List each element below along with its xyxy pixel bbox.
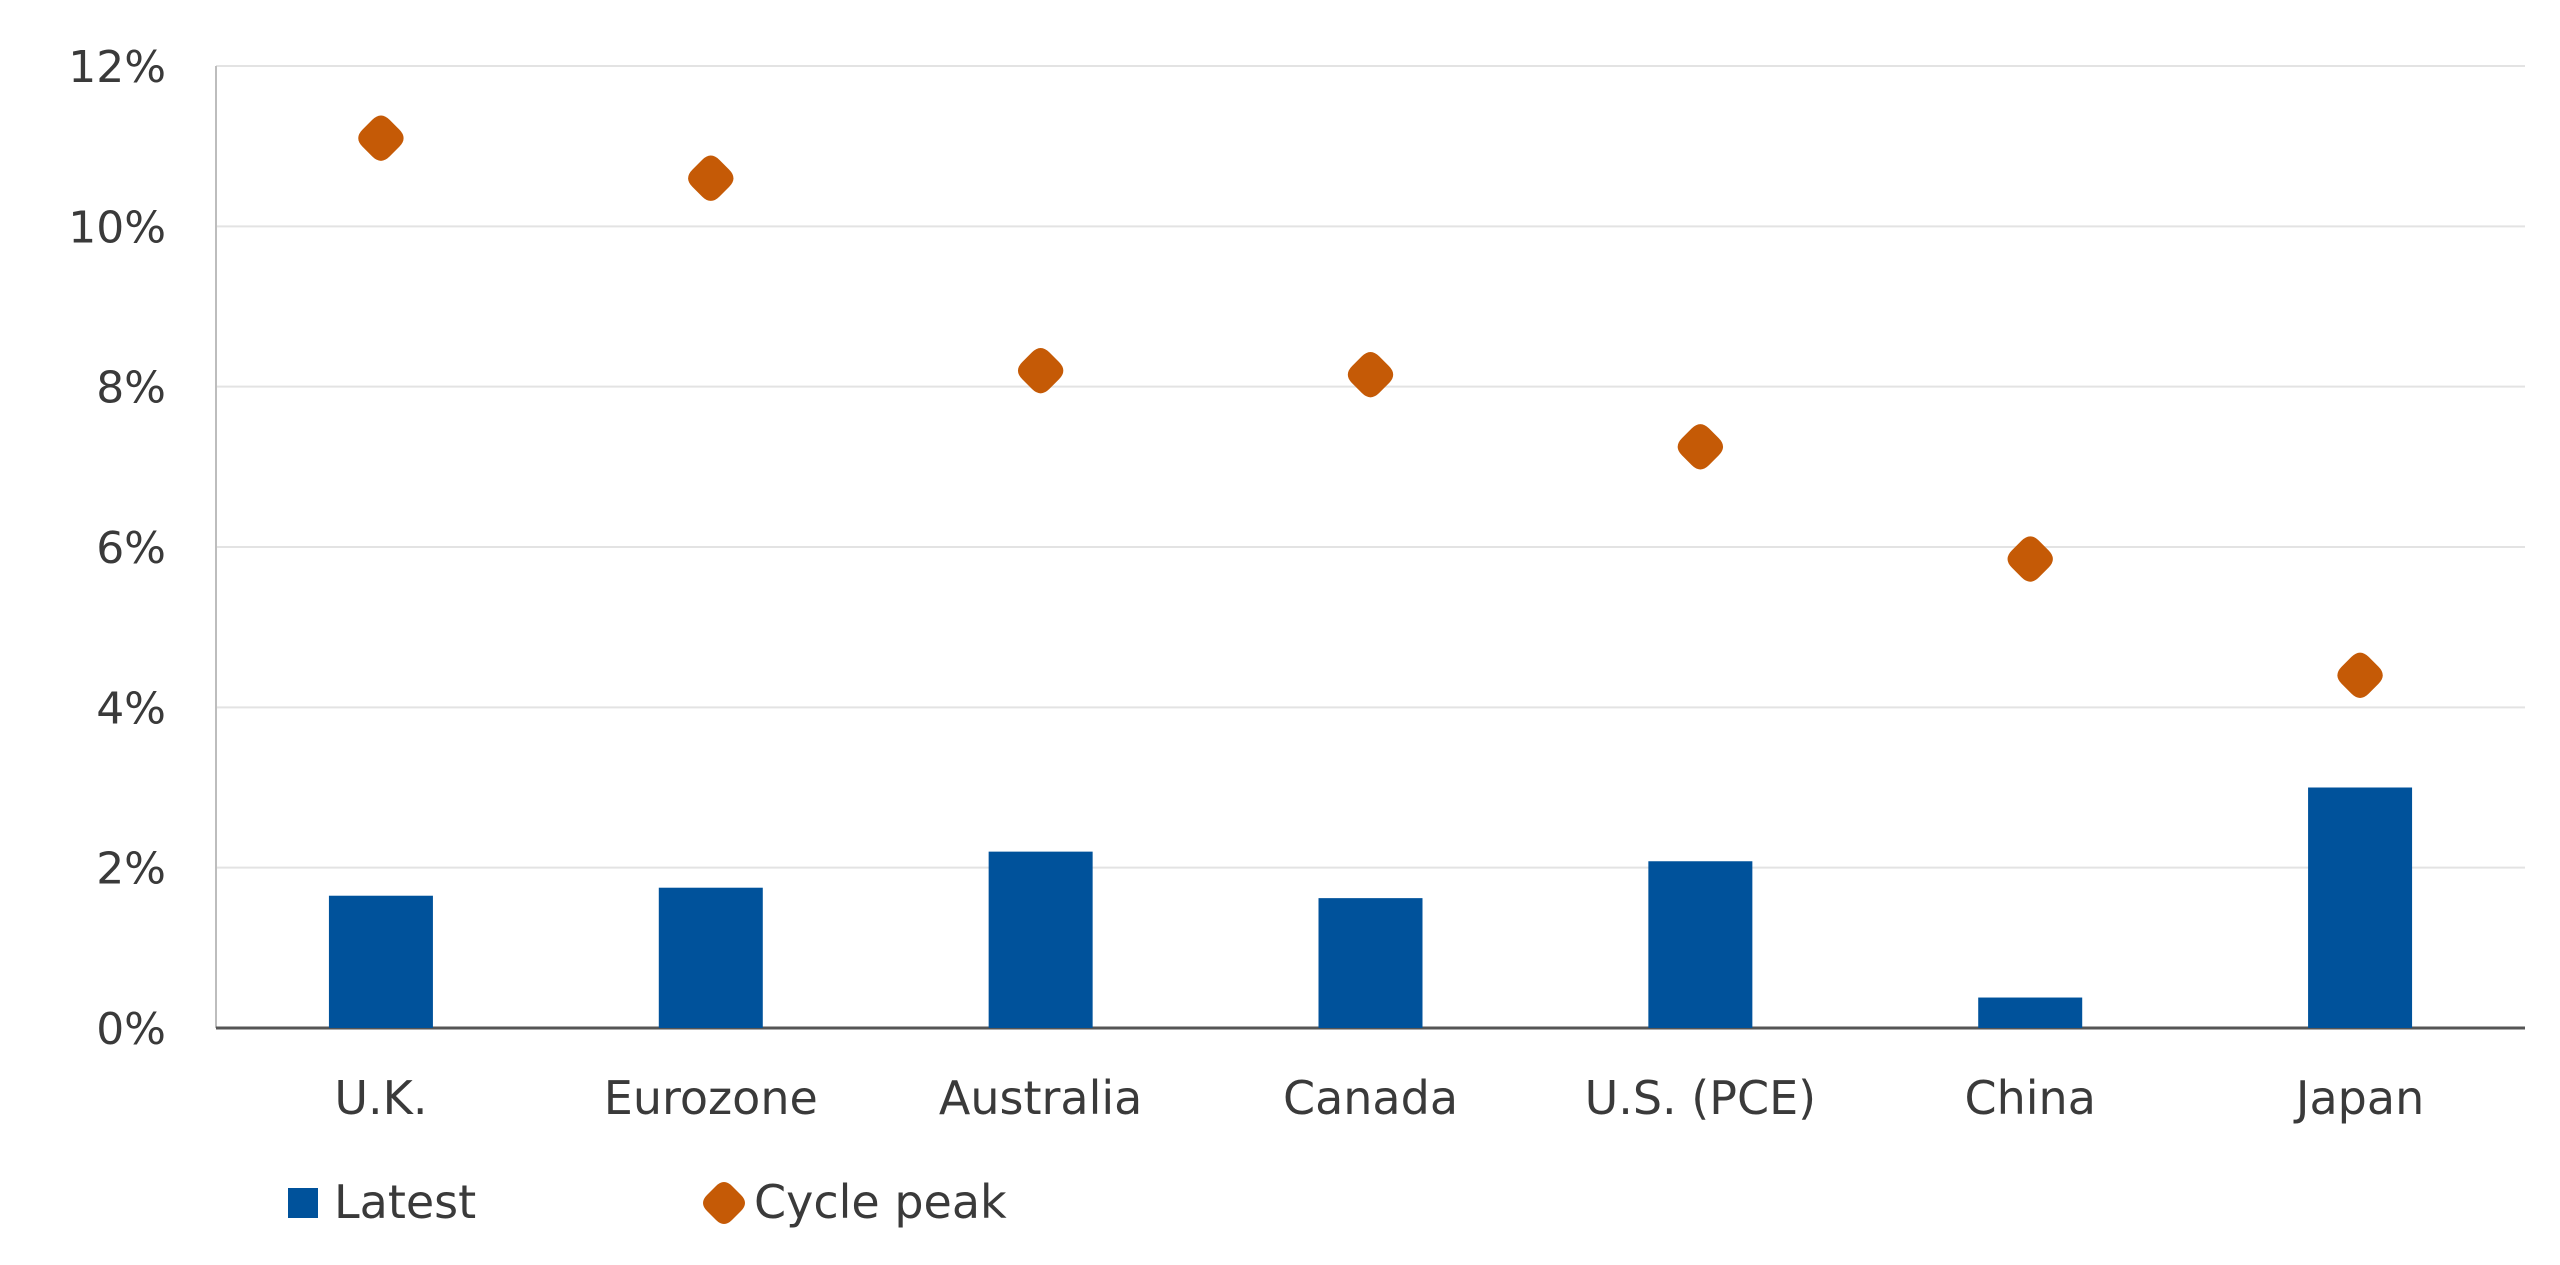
y-tick-label: 2% <box>96 844 166 895</box>
y-axis-tick-labels: 0% 2% 4% 6% 8% 10% 12% <box>68 42 166 1055</box>
legend: Latest Cycle peak <box>288 1175 1007 1229</box>
bar-latest-1 <box>658 887 763 1028</box>
y-tick-label: 8% <box>96 363 166 414</box>
legend-latest-swatch <box>288 1188 318 1218</box>
legend-cycle-peak-swatch <box>703 1182 745 1224</box>
x-category-label: Japan <box>2293 1071 2424 1125</box>
x-category-label: U.K. <box>334 1071 427 1125</box>
marker-cycle-peak-5 <box>2007 536 2053 582</box>
marker-cycle-peak-0 <box>358 115 404 161</box>
latest-bars <box>328 787 2413 1028</box>
marker-cycle-peak-6 <box>2337 652 2383 698</box>
legend-latest-label: Latest <box>334 1175 476 1229</box>
x-category-label: China <box>1965 1071 2096 1125</box>
x-category-label: Eurozone <box>604 1071 818 1125</box>
x-category-label: Canada <box>1283 1071 1458 1125</box>
bar-latest-6 <box>2308 787 2413 1028</box>
marker-cycle-peak-1 <box>688 155 734 201</box>
y-tick-label: 4% <box>96 683 166 734</box>
cycle-peak-markers <box>358 115 2383 698</box>
y-tick-label: 12% <box>68 42 166 93</box>
bar-latest-0 <box>328 895 433 1028</box>
y-tick-label: 0% <box>96 1004 166 1055</box>
marker-cycle-peak-3 <box>1347 351 1394 398</box>
y-tick-label: 6% <box>96 523 166 574</box>
x-category-label: U.S. (PCE) <box>1585 1071 1817 1125</box>
x-category-label: Australia <box>939 1071 1142 1125</box>
x-axis-category-labels: U.K. Eurozone Australia Canada U.S. (PCE) Chi… <box>334 1071 2424 1125</box>
grid-lines <box>216 65 2525 869</box>
legend-cycle-peak-label: Cycle peak <box>754 1175 1007 1229</box>
y-tick-label: 10% <box>68 202 166 253</box>
marker-cycle-peak-4 <box>1677 424 1724 470</box>
marker-cycle-peak-2 <box>1017 347 1064 394</box>
bar-latest-4 <box>1648 861 1753 1028</box>
bar-latest-3 <box>1318 898 1423 1028</box>
bar-latest-2 <box>988 851 1093 1028</box>
bar-latest-5 <box>1978 997 2083 1028</box>
